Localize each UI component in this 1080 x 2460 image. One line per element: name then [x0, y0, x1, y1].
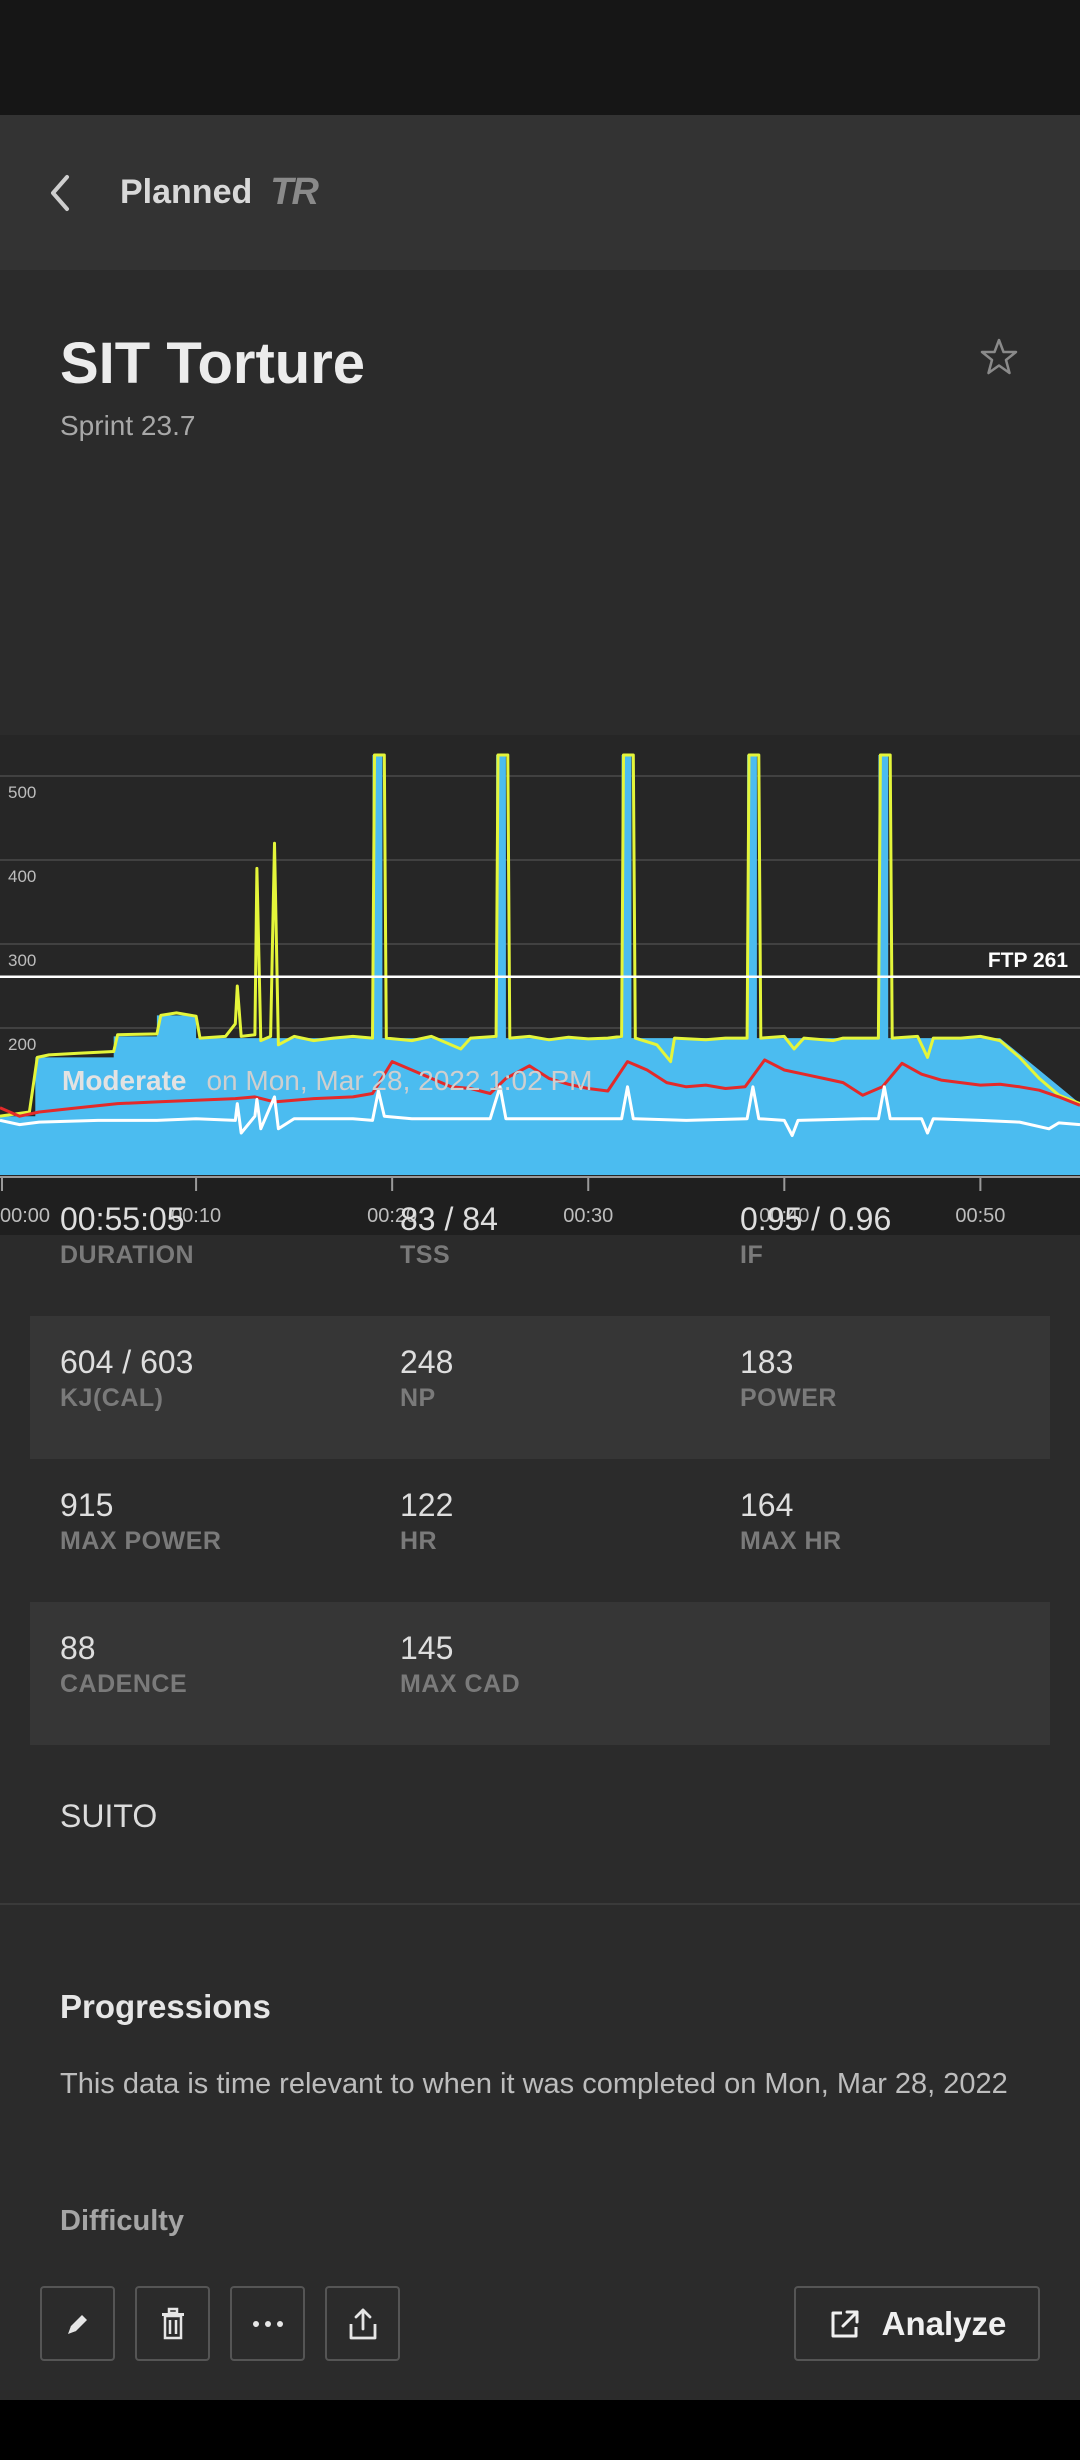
status-bar	[0, 0, 1080, 115]
share-button[interactable]	[325, 2286, 400, 2361]
stat-value: 183	[740, 1344, 794, 1380]
stats-row: 88 CADENCE 145 MAX CAD	[30, 1602, 1050, 1745]
stat-hr: 122 HR	[370, 1459, 710, 1602]
edit-button[interactable]	[40, 2286, 115, 2361]
stat-np: 248 NP	[370, 1316, 710, 1459]
x-axis-band	[0, 1177, 1080, 1235]
series-cadence	[0, 1085, 1080, 1137]
stat-label: MAX HR	[740, 1527, 842, 1555]
power-chart-svg: 200 300 400 500 FTP 261 00:00 00:10 00:20 00:30 0…	[0, 735, 1080, 1235]
y-tick-label: 200	[8, 1035, 36, 1054]
stats-row: 604 / 603 KJ(CAL) 248 NP 183 POWER	[30, 1316, 1050, 1459]
stat-cadence: 88 CADENCE	[30, 1602, 370, 1745]
stat-tss: 83 / 84 TSS	[370, 1173, 710, 1316]
stats-grid: 00:55:05 DURATION 83 / 84 TSS 0.95 / 0.9…	[30, 1173, 1050, 1745]
workout-detail: SIT Torture Sprint 23.7 200 300 400 500 FTP …	[0, 270, 1080, 2400]
workout-subtitle: Sprint 23.7	[60, 410, 196, 441]
stat-label: POWER	[740, 1384, 837, 1412]
completion-date: on Mon, Mar 28, 2022 1:02 PM	[206, 1065, 593, 1096]
stat-label: CADENCE	[60, 1670, 188, 1698]
stat-max-power: 915 MAX POWER	[30, 1459, 370, 1602]
trash-icon	[161, 2307, 184, 2339]
system-nav-bar	[0, 2400, 1080, 2460]
stat-duration: 00:55:05 DURATION	[30, 1173, 370, 1316]
y-tick-label: 400	[8, 867, 36, 886]
x-tick-label: 00:30	[563, 1205, 613, 1227]
stat-value: 88	[60, 1630, 96, 1666]
stat-label: MAX POWER	[60, 1527, 222, 1555]
device-name: SUITO	[60, 1798, 158, 1834]
stat-label: IF	[740, 1241, 764, 1269]
ftp-label: FTP 261	[988, 949, 1068, 972]
x-tick-label: 00:20	[367, 1205, 417, 1227]
stat-value: 0.95 / 0.96	[740, 1201, 892, 1237]
delete-button[interactable]	[135, 2286, 210, 2361]
stats-row: 00:55:05 DURATION 83 / 84 TSS 0.95 / 0.9…	[30, 1173, 1050, 1316]
stat-value: 164	[740, 1487, 794, 1523]
stat-if: 0.95 / 0.96 IF	[710, 1173, 1050, 1316]
stat-label: DURATION	[60, 1241, 195, 1269]
stat-value: 145	[400, 1630, 454, 1666]
analyze-label: Analyze	[881, 2304, 1007, 2342]
x-tick-label: 00:10	[171, 1205, 221, 1227]
difficulty-label: Difficulty	[60, 2205, 185, 2237]
page-title: Planned	[120, 173, 253, 211]
top-bar: Planned TR	[0, 115, 1080, 270]
x-tick-label: 00:00	[0, 1205, 50, 1227]
workout-chart[interactable]: 200 300 400 500 FTP 261 00:00 00:10 00:20 00:30 0…	[0, 465, 1080, 1235]
stat-max-cad: 145 MAX CAD	[370, 1602, 710, 1745]
stat-value: 00:55:05	[60, 1201, 185, 1237]
stat-value: 248	[400, 1344, 454, 1380]
series-actual-power	[0, 753, 1080, 1118]
divider	[0, 1903, 1080, 1905]
y-tick-label: 300	[8, 951, 36, 970]
chevron-left-icon	[51, 174, 69, 211]
x-tick-label: 00:50	[955, 1205, 1005, 1227]
analyze-button[interactable]: Analyze	[794, 2286, 1040, 2361]
external-link-icon	[831, 2310, 859, 2337]
stats-row: 915 MAX POWER 122 HR 164 MAX HR	[30, 1459, 1050, 1602]
workout-title: SIT Torture	[60, 331, 366, 396]
action-bar: Analyze	[0, 2265, 1080, 2400]
stat-label: MAX CAD	[400, 1670, 521, 1698]
x-tick-label: 00:40	[759, 1205, 809, 1227]
stat-power: 183 POWER	[710, 1316, 1050, 1459]
stat-value: 122	[400, 1487, 454, 1523]
stat-label: HR	[400, 1527, 438, 1555]
stat-max-hr: 164 MAX HR	[710, 1459, 1050, 1602]
back-button[interactable]	[0, 115, 120, 270]
share-icon	[349, 2308, 376, 2339]
series-heart-rate	[0, 1058, 1080, 1118]
progressions-description: This data is time relevant to when it wa…	[60, 2068, 1008, 2100]
stat-value: 915	[60, 1487, 114, 1523]
stat-value: 604 / 603	[60, 1344, 194, 1380]
stat-label: KJ(CAL)	[60, 1384, 164, 1412]
stat-value: 83 / 84	[400, 1201, 498, 1237]
stat-label: TSS	[400, 1241, 451, 1269]
stat-label: NP	[400, 1384, 436, 1412]
y-tick-label: 500	[8, 783, 36, 802]
series-target-power	[0, 755, 1080, 1175]
completion-info: Moderate on Mon, Mar 28, 2022 1:02 PM	[62, 1065, 592, 1097]
progressions-title: Progressions	[60, 1988, 271, 2025]
difficulty-level: Moderate	[62, 1065, 187, 1096]
pencil-icon	[67, 2314, 87, 2334]
star-icon[interactable]	[978, 336, 1020, 378]
more-button[interactable]	[230, 2286, 305, 2361]
trainerroad-logo: TR	[270, 171, 319, 213]
ellipsis-icon	[252, 2320, 283, 2327]
stat-kj: 604 / 603 KJ(CAL)	[30, 1316, 370, 1459]
